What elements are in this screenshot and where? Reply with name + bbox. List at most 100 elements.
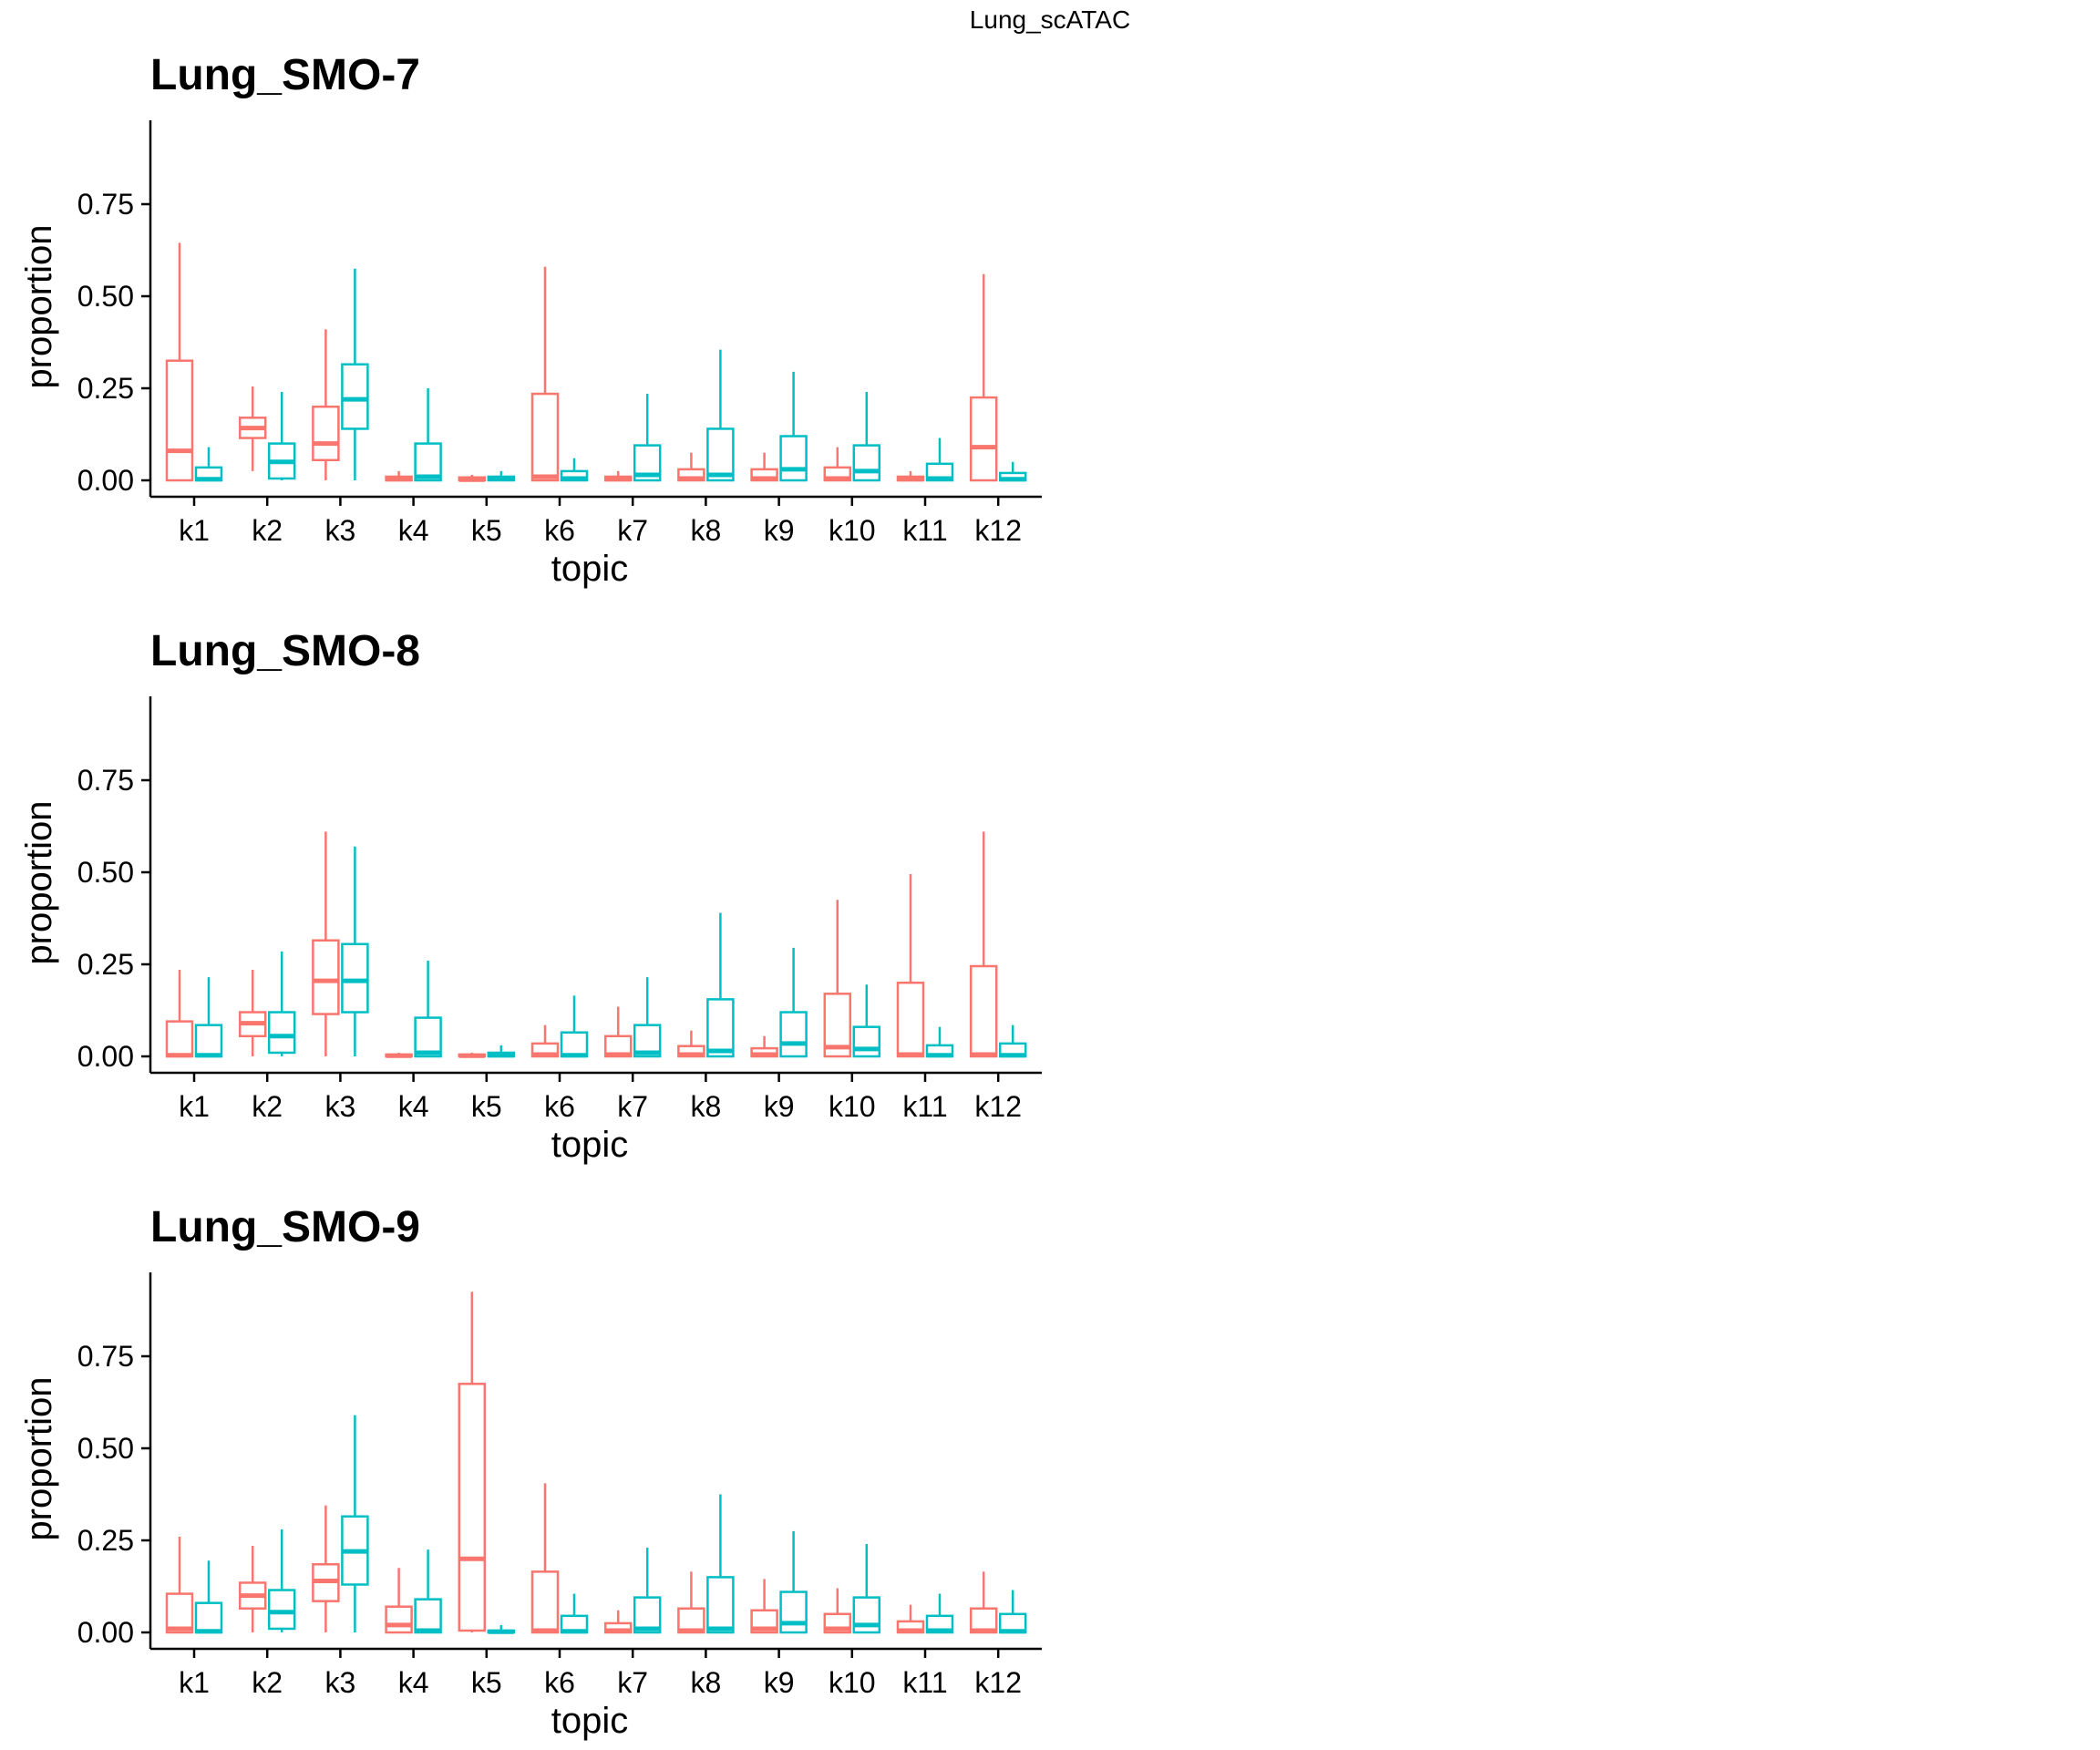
- x-tick-label: k2: [252, 1666, 283, 1699]
- box-k6-series-2: [560, 458, 589, 482]
- box-k9-series-2: [779, 1530, 808, 1634]
- box-k8-series-2: [706, 1494, 735, 1634]
- box-k3-series-1: [312, 1505, 340, 1632]
- box-body: [267, 1011, 296, 1055]
- box-k12-series-2: [998, 1590, 1027, 1634]
- box-body: [852, 1025, 881, 1058]
- box-k3-series-1: [312, 831, 340, 1056]
- box-k6-series-1: [530, 1483, 560, 1634]
- box-k6-series-2: [560, 1593, 589, 1634]
- box-k2-series-2: [267, 1529, 296, 1632]
- box-body: [706, 1576, 735, 1634]
- box-k8-series-2: [706, 349, 735, 482]
- box-k1-series-1: [165, 970, 194, 1058]
- x-tick-label: k2: [252, 1090, 283, 1123]
- box-k8-series-1: [677, 452, 705, 482]
- box-k3-series-2: [341, 268, 369, 480]
- box-k8-series-2: [706, 912, 735, 1058]
- x-tick-label: k12: [974, 1090, 1022, 1123]
- box-body: [267, 1589, 296, 1631]
- box-body: [458, 1383, 487, 1632]
- x-tick-label: k8: [691, 1666, 722, 1699]
- box-k10-series-1: [823, 900, 852, 1058]
- box-k9-series-2: [779, 947, 808, 1058]
- y-tick-label: 0.75: [77, 764, 134, 797]
- box-body: [414, 1598, 442, 1634]
- y-axis-label: proportion: [19, 1376, 59, 1540]
- box-k4-series-2: [414, 1549, 442, 1634]
- box-k10-series-1: [823, 1588, 852, 1634]
- box-body: [530, 1570, 560, 1634]
- x-tick-label: k7: [617, 514, 648, 547]
- x-tick-label: k6: [544, 514, 575, 547]
- box-body: [414, 1016, 442, 1058]
- x-tick-label: k3: [325, 1666, 356, 1699]
- box-body: [165, 359, 194, 482]
- x-tick-label: k6: [544, 1666, 575, 1699]
- x-tick-label: k10: [829, 1666, 876, 1699]
- box-k6-series-1: [530, 266, 560, 482]
- x-tick-label: k5: [471, 1090, 502, 1123]
- box-body: [194, 1601, 223, 1634]
- x-tick-label: k5: [471, 514, 502, 547]
- box-k5-series-2: [487, 1045, 516, 1058]
- box-k12-series-1: [969, 1571, 998, 1634]
- box-k7-series-2: [633, 1548, 662, 1634]
- y-tick-label: 0.00: [77, 1040, 134, 1073]
- box-k1-series-1: [165, 242, 194, 482]
- x-tick-label: k7: [617, 1666, 648, 1699]
- x-tick-label: k3: [325, 514, 356, 547]
- box-body: [969, 964, 998, 1058]
- box-k4-series-2: [414, 388, 442, 482]
- x-tick-label: k9: [764, 1666, 795, 1699]
- box-body: [530, 392, 560, 482]
- panel-title: Lung_SMO-8: [150, 627, 420, 675]
- box-k4-series-1: [385, 1052, 413, 1058]
- box-k10-series-2: [852, 1544, 881, 1634]
- box-body: [852, 444, 881, 482]
- box-k1-series-2: [194, 977, 223, 1058]
- x-tick-label: k12: [974, 514, 1022, 547]
- y-axis-label: proportion: [19, 800, 59, 964]
- y-tick-label: 0.25: [77, 1524, 134, 1557]
- box-body: [560, 1031, 589, 1058]
- box-body: [165, 1592, 194, 1634]
- y-tick-label: 0.00: [77, 1616, 134, 1649]
- box-k4-series-2: [414, 960, 442, 1058]
- box-k5-series-1: [458, 474, 487, 482]
- x-axis-label: topic: [551, 1701, 629, 1741]
- x-tick-label: k5: [471, 1666, 502, 1699]
- box-k12-series-1: [969, 273, 998, 482]
- box-body: [312, 939, 340, 1015]
- y-tick-label: 0.50: [77, 856, 134, 889]
- box-k1-series-2: [194, 447, 223, 482]
- box-body: [194, 1024, 223, 1058]
- box-k12-series-2: [998, 1024, 1027, 1058]
- box-k7-series-2: [633, 977, 662, 1058]
- x-tick-label: k11: [902, 514, 947, 547]
- panel-title: Lung_SMO-9: [150, 1203, 420, 1251]
- box-k5-series-1: [458, 1292, 487, 1632]
- x-axis-label: topic: [551, 1125, 629, 1165]
- box-k4-series-1: [385, 470, 413, 482]
- box-k9-series-2: [779, 371, 808, 482]
- x-tick-label: k10: [829, 514, 876, 547]
- figure-title: Lung_scATAC: [969, 5, 1131, 34]
- box-k7-series-1: [603, 470, 633, 482]
- box-body: [312, 405, 340, 462]
- x-tick-label: k9: [764, 514, 795, 547]
- x-tick-label: k7: [617, 1090, 648, 1123]
- x-tick-label: k4: [398, 1090, 429, 1123]
- x-tick-label: k12: [974, 1666, 1022, 1699]
- box-k2-series-1: [238, 1546, 267, 1632]
- box-k11-series-2: [925, 438, 954, 482]
- x-tick-label: k9: [764, 1090, 795, 1123]
- x-tick-label: k4: [398, 1666, 429, 1699]
- box-body: [414, 442, 442, 482]
- y-tick-label: 0.50: [77, 280, 134, 313]
- box-k11-series-1: [896, 1604, 925, 1634]
- box-k6-series-1: [530, 1024, 560, 1058]
- box-k1-series-2: [194, 1560, 223, 1634]
- box-k9-series-1: [750, 452, 778, 482]
- box-body: [779, 1011, 808, 1058]
